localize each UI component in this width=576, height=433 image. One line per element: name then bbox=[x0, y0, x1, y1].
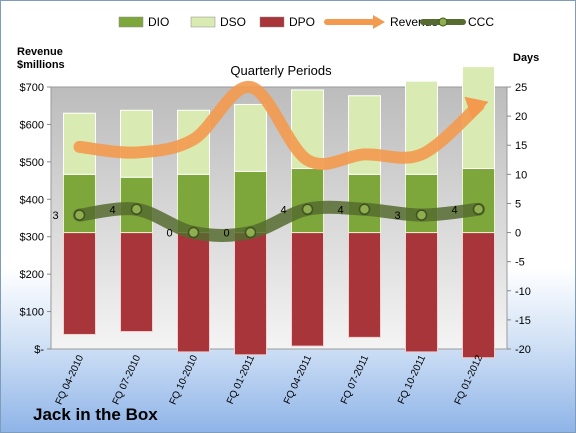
left-axis-tick-label: $100 bbox=[20, 307, 44, 319]
ccc-point bbox=[244, 226, 257, 239]
left-axis-tick-label: $500 bbox=[20, 157, 44, 169]
ccc-point bbox=[73, 209, 86, 221]
ccc-point bbox=[472, 203, 485, 216]
ccc-data-label: 3 bbox=[395, 210, 401, 222]
bar-dso bbox=[234, 103, 267, 172]
bar-dio bbox=[63, 173, 96, 234]
ccc-data-label: 4 bbox=[281, 204, 287, 216]
right-axis-tick-label: 0 bbox=[515, 228, 521, 240]
legend-label-dso: DSO bbox=[220, 15, 246, 29]
right-axis-tick-label: 15 bbox=[515, 140, 527, 152]
legend-label-revenue: Revenue bbox=[390, 15, 438, 29]
legend-swatch-ccc-marker bbox=[438, 17, 448, 27]
right-axis-title: Days bbox=[513, 52, 540, 64]
right-axis-tick-label: -10 bbox=[515, 286, 531, 298]
ccc-data-label: 4 bbox=[338, 204, 344, 216]
company-title: Jack in the Box bbox=[33, 405, 158, 424]
right-axis-tick-label: 20 bbox=[515, 111, 527, 123]
left-axis-tick-label: $700 bbox=[20, 82, 44, 94]
bar-dpo bbox=[120, 232, 153, 333]
legend-swatch-dso bbox=[190, 16, 216, 28]
category-label: FQ 04-2011 bbox=[282, 353, 314, 406]
bar-dio bbox=[291, 168, 324, 234]
ccc-data-label: 4 bbox=[110, 204, 116, 216]
right-axis-tick-label: -20 bbox=[515, 344, 531, 356]
category-label: FQ 01-2012 bbox=[453, 353, 486, 406]
bar-dpo bbox=[462, 232, 495, 359]
category-label: FQ 10-2011 bbox=[396, 353, 428, 406]
legend-label-ccc: CCC bbox=[468, 15, 494, 29]
revenue-line bbox=[73, 81, 485, 170]
left-axis-tick-label: $200 bbox=[20, 269, 44, 281]
bar-dpo bbox=[348, 232, 381, 338]
ccc-data-label: 4 bbox=[452, 204, 458, 216]
right-axis-tick-label: 25 bbox=[515, 82, 527, 94]
left-axis-tick-label: $- bbox=[34, 344, 44, 356]
category-label: FQ 07-2011 bbox=[339, 353, 371, 406]
category-label: FQ 07-2010 bbox=[111, 353, 144, 406]
chart-title: Quarterly Periods bbox=[230, 63, 332, 78]
bar-dpo bbox=[291, 232, 324, 347]
bar-dpo bbox=[234, 232, 267, 356]
ccc-data-label: 3 bbox=[53, 210, 59, 222]
ccc-data-label: 0 bbox=[167, 228, 173, 240]
ccc-point bbox=[358, 203, 371, 216]
legend-swatch-revenue-arrow bbox=[373, 15, 385, 29]
left-axis-tick-label: $400 bbox=[20, 194, 44, 206]
legend-label-dio: DIO bbox=[148, 15, 169, 29]
bar-dio bbox=[405, 173, 438, 234]
bar-dpo bbox=[405, 232, 438, 353]
ccc-data-label: 0 bbox=[224, 228, 230, 240]
left-axis-title: Revenue $millions bbox=[17, 46, 65, 71]
ccc-point bbox=[415, 209, 428, 221]
category-label: FQ 10-2010 bbox=[168, 353, 201, 406]
ccc-point bbox=[301, 203, 314, 216]
right-axis-tick-label: 5 bbox=[515, 198, 521, 210]
bar-dso bbox=[120, 109, 153, 178]
category-label: FQ 04-2010 bbox=[54, 353, 87, 406]
legend-swatch-dpo bbox=[259, 16, 285, 28]
bar-dpo bbox=[177, 232, 210, 353]
ccc-point bbox=[187, 226, 200, 239]
left-axis-tick-label: $300 bbox=[20, 232, 44, 244]
left-axis-tick-label: $600 bbox=[20, 119, 44, 131]
bar-dpo bbox=[63, 232, 96, 335]
legend-label-dpo: DPO bbox=[289, 15, 315, 29]
right-axis-tick-label: -5 bbox=[515, 257, 525, 269]
ccc-point bbox=[130, 203, 143, 216]
right-axis-tick-label: 10 bbox=[515, 169, 527, 181]
right-axis-tick-label: -15 bbox=[515, 315, 531, 327]
bar-dio bbox=[462, 168, 495, 234]
legend-swatch-dio bbox=[118, 16, 144, 28]
revenue-arrowhead bbox=[464, 96, 489, 120]
category-label: FQ 01-2011 bbox=[225, 353, 257, 406]
